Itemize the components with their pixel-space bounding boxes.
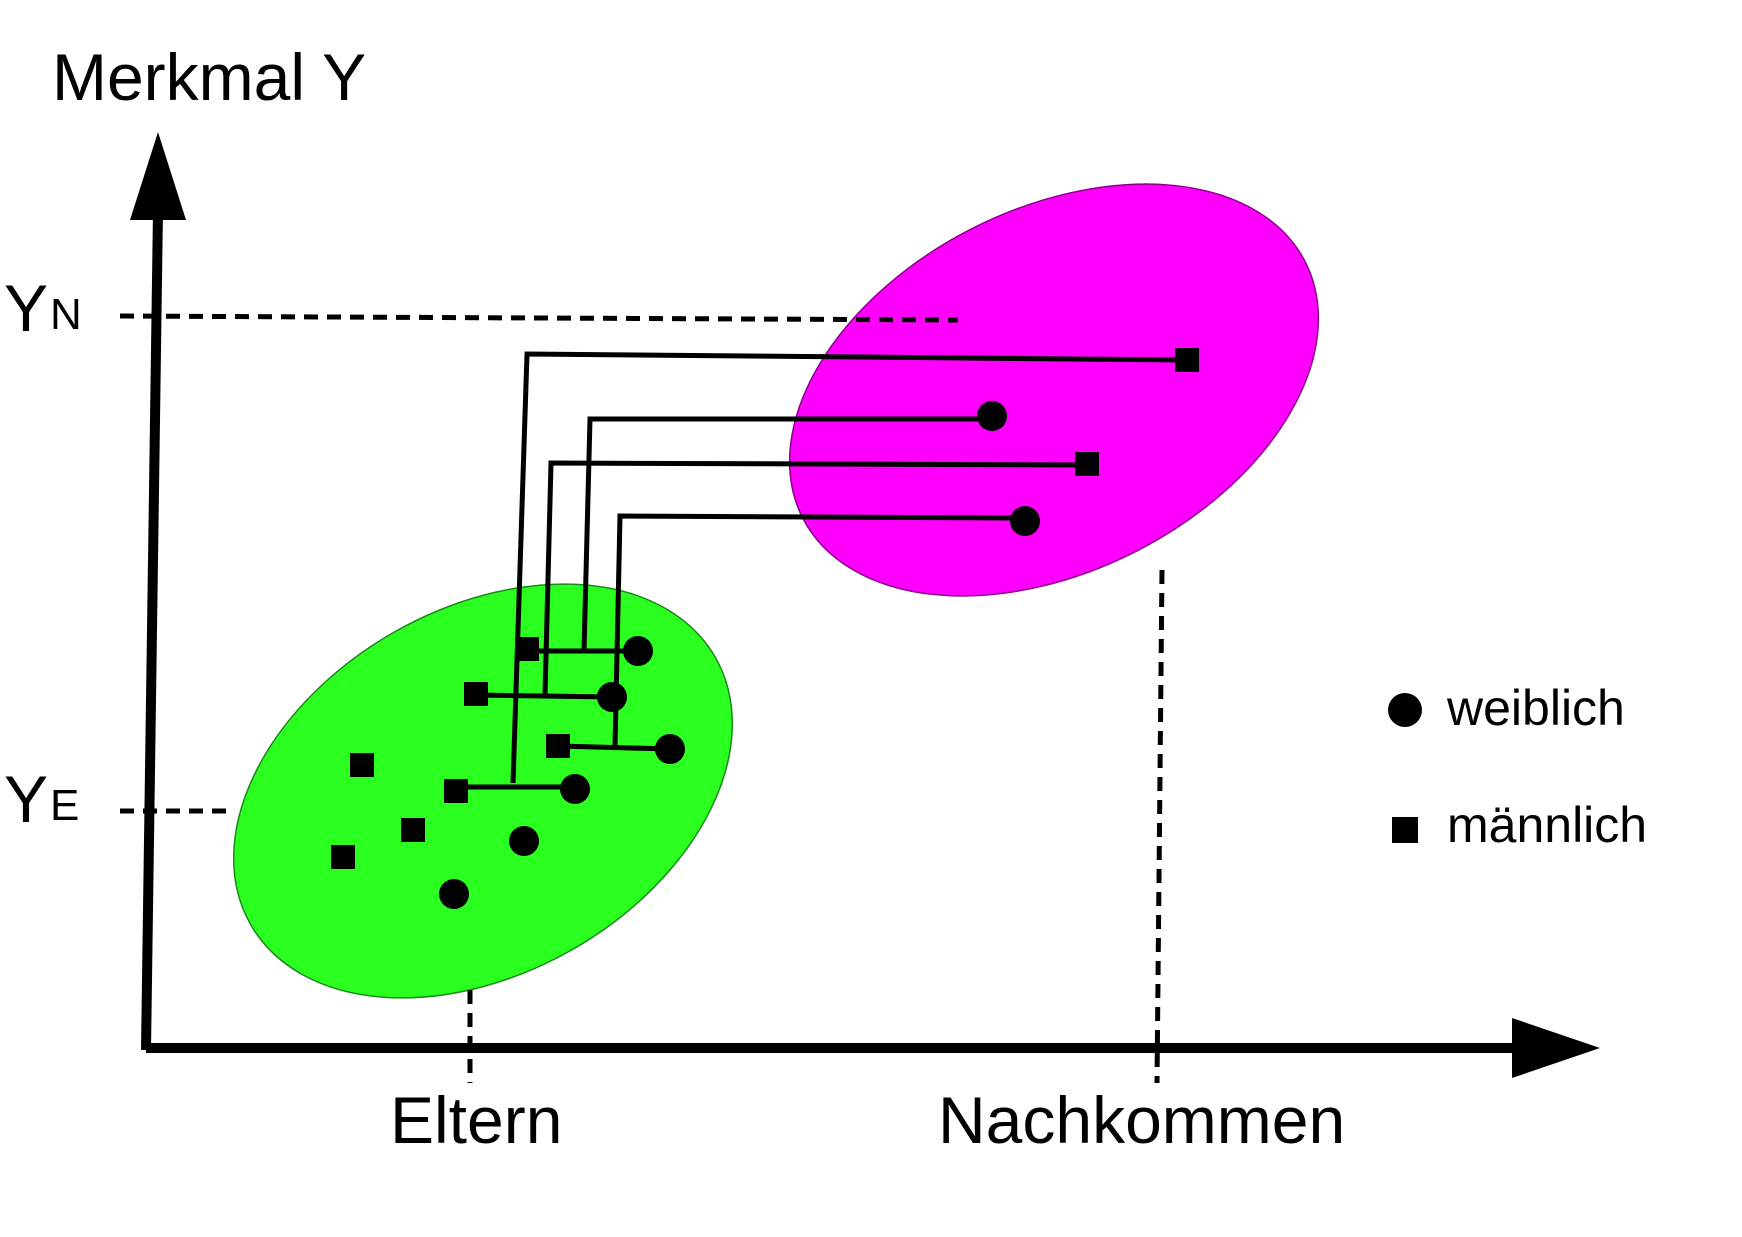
parents-ellipse (232, 583, 734, 999)
offspring-guide-line (1154, 569, 1165, 1084)
axes (130, 132, 1600, 1078)
parent-female-marker (509, 826, 539, 856)
legend: weiblich männlich (1388, 680, 1647, 853)
family-connector-2-drop (581, 416, 992, 652)
parent-male-marker (401, 818, 425, 842)
y-axis-line (141, 209, 163, 1051)
yn-guide-line (119, 313, 959, 323)
family-connector-3 (542, 460, 1088, 696)
offspring-individuals (977, 348, 1199, 536)
offspring-ellipse (788, 183, 1320, 597)
offspring-male-marker (1075, 452, 1099, 476)
parent-male-marker (444, 779, 468, 803)
parent-female-marker (655, 734, 685, 764)
parent-female-marker (597, 682, 627, 712)
parent-male-marker (546, 734, 570, 758)
parent-female-marker (623, 636, 653, 666)
ye-label: YE (4, 762, 79, 836)
ye-label-main: Y (4, 762, 48, 836)
parent-female-marker (560, 774, 590, 804)
legend-male-marker (1392, 817, 1418, 843)
yn-label-main: Y (4, 271, 48, 345)
parent-individuals (331, 636, 685, 909)
yn-label-sub: N (50, 290, 82, 339)
y-axis-title: Merkmal Y (52, 40, 366, 114)
family-connector-4 (557, 743, 671, 752)
x-axis-arrowhead (1512, 1018, 1600, 1078)
parent-male-marker (331, 845, 355, 869)
y-axis-arrowhead (130, 132, 186, 220)
ye-label-sub: E (50, 781, 79, 830)
x-group-label-parents: Eltern (390, 1083, 562, 1157)
offspring-female-marker (977, 401, 1007, 431)
legend-male-label: männlich (1447, 797, 1647, 853)
lineage-connectors (456, 351, 1188, 790)
family-connector-4-drop (612, 513, 1026, 747)
dashed-guides (119, 313, 1165, 1084)
legend-female-label: weiblich (1446, 680, 1625, 736)
offspring-male-marker (1175, 348, 1199, 372)
legend-female-marker (1388, 693, 1422, 727)
parent-male-marker (515, 637, 539, 661)
parent-male-marker (350, 753, 374, 777)
x-group-label-offspring: Nachkommen (938, 1083, 1345, 1157)
parent-female-marker (439, 879, 469, 909)
yn-label: YN (4, 271, 82, 345)
family-connector-2 (475, 692, 613, 700)
parent-male-marker (464, 682, 488, 706)
offspring-female-marker (1010, 506, 1040, 536)
